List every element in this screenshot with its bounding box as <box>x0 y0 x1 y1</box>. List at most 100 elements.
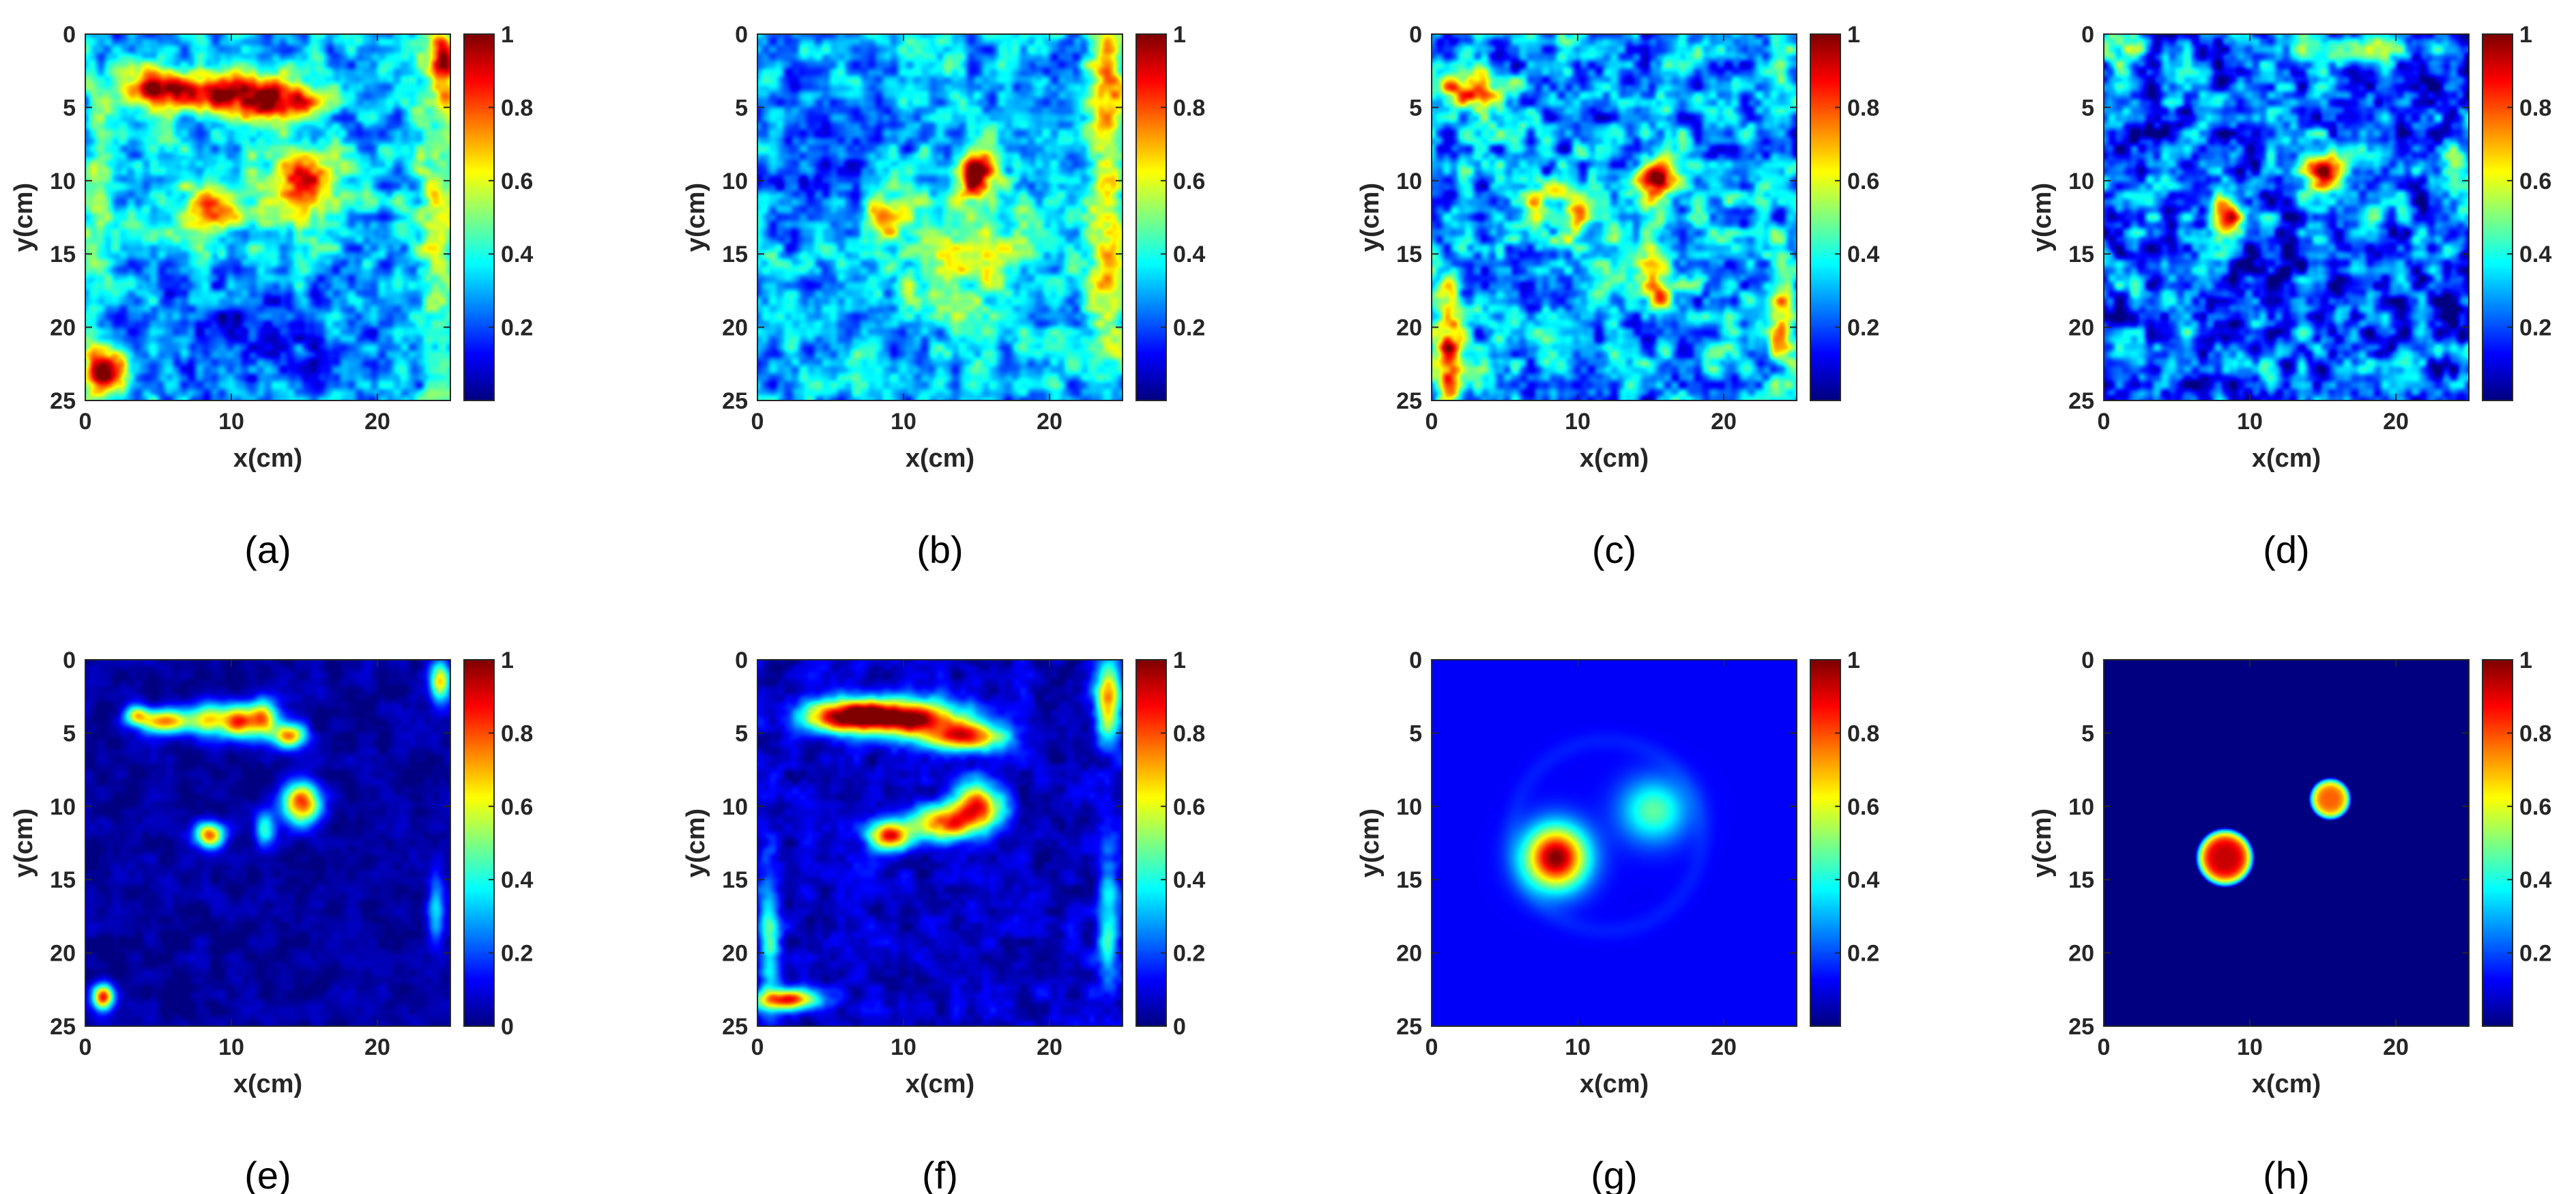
y-tick-label: 15 <box>50 242 76 267</box>
heatmap-image <box>1432 34 1797 401</box>
y-tick-label: 25 <box>1396 388 1422 414</box>
colorbar-tick-label: 0 <box>501 1014 514 1040</box>
y-axis-label: y(cm) <box>10 809 38 877</box>
y-tick-label: 20 <box>722 315 748 341</box>
colorbar-tick-label: 0.2 <box>501 941 533 967</box>
y-tick-label: 15 <box>722 867 748 893</box>
colorbar-tick-label: 1 <box>1173 647 1186 673</box>
y-tick-label: 10 <box>722 169 748 194</box>
panel-d: 0 10 20 0 5 10 15 20 25 x(cm) y(cm) 0.2 0.4 0.6 0.8 1 (d… <box>2028 22 2551 571</box>
colorbar-tick-label: 0.8 <box>1847 720 1879 746</box>
colorbar-tick-label: 0.4 <box>501 867 533 893</box>
y-tick-label: 20 <box>50 941 76 967</box>
y-axis-label: y(cm) <box>10 183 38 252</box>
colorbar-tick-label: 0 <box>1173 1014 1186 1040</box>
x-tick-label: 10 <box>891 409 916 435</box>
x-tick-label: 20 <box>364 1034 390 1060</box>
y-tick-label: 20 <box>2068 941 2094 967</box>
colorbar-tick-label: 0.4 <box>1173 242 1205 267</box>
x-tick-label: 10 <box>2237 1034 2263 1060</box>
plot-frame <box>1431 33 1797 401</box>
colorbar-tick-label: 1 <box>2519 647 2532 673</box>
y-axis-label: y(cm) <box>682 809 710 877</box>
colorbar-tick-label: 1 <box>1847 22 1860 48</box>
x-axis-label: x(cm) <box>906 1070 974 1098</box>
y-tick-label: 0 <box>1409 647 1422 673</box>
colorbar-frame <box>463 659 495 1027</box>
colorbar-frame <box>463 33 495 401</box>
colorbar-tick-label: 1 <box>501 647 514 673</box>
colorbar-frame <box>1135 33 1167 401</box>
colorbar-tick-label: 0.2 <box>1847 941 1879 967</box>
colorbar-tick-label: 0.8 <box>2519 720 2551 746</box>
colorbar-frame <box>1135 659 1167 1027</box>
y-tick-label: 5 <box>63 95 76 121</box>
x-axis-label: x(cm) <box>233 1070 302 1098</box>
colorbar-tick-label: 0.8 <box>2519 95 2551 121</box>
colorbar-tick-label: 0.2 <box>2519 315 2551 341</box>
colorbar <box>464 660 494 1026</box>
heatmap-image <box>85 34 450 401</box>
y-tick-label: 0 <box>63 647 76 673</box>
panel-caption: (h) <box>2263 1154 2309 1194</box>
y-tick-label: 15 <box>722 242 748 267</box>
y-tick-label: 0 <box>63 22 76 48</box>
x-axis-label: x(cm) <box>1580 444 1649 473</box>
x-tick-label: 0 <box>2098 409 2111 435</box>
colorbar-tick-label: 0.2 <box>1173 315 1205 341</box>
x-tick-label: 10 <box>1565 1034 1591 1060</box>
plot-frame <box>757 659 1123 1027</box>
y-tick-label: 10 <box>50 169 76 194</box>
y-tick-label: 15 <box>50 867 76 893</box>
y-tick-label: 10 <box>1396 169 1422 194</box>
colorbar-frame <box>2482 659 2513 1027</box>
colorbar-tick-label: 0.8 <box>1847 95 1879 121</box>
y-tick-label: 5 <box>735 95 748 121</box>
x-tick-label: 0 <box>751 409 764 435</box>
colorbar-tick-label: 0.2 <box>501 315 533 341</box>
colorbar-tick-label: 0.4 <box>2519 867 2551 893</box>
colorbar-tick-label: 0.6 <box>1173 169 1205 194</box>
y-axis-label: y(cm) <box>2028 809 2057 877</box>
y-tick-label: 20 <box>722 941 748 967</box>
colorbar-tick-label: 0.4 <box>2519 242 2551 267</box>
plot-frame <box>757 33 1123 401</box>
heatmap-image <box>757 34 1123 401</box>
colorbar-tick-label: 0.6 <box>1847 169 1879 194</box>
x-axis-label: x(cm) <box>1580 1070 1649 1098</box>
panel-e: 0 10 20 0 5 10 15 20 25 x(cm) y(cm) 0 0.2 0.4 0.6 0.8 1 (… <box>10 647 533 1194</box>
colorbar <box>2483 34 2513 401</box>
x-tick-label: 10 <box>2237 409 2263 435</box>
x-tick-label: 0 <box>79 1034 92 1060</box>
x-tick-label: 20 <box>1037 409 1062 435</box>
colorbar-tick-label: 0.6 <box>1173 794 1205 820</box>
x-tick-label: 20 <box>2383 1034 2409 1060</box>
y-tick-label: 10 <box>1396 794 1422 820</box>
y-tick-label: 0 <box>2081 647 2094 673</box>
colorbar-tick-label: 0.8 <box>501 95 533 121</box>
y-tick-label: 15 <box>2068 242 2094 267</box>
y-tick-label: 0 <box>735 647 748 673</box>
panel-b: 0 10 20 0 5 10 15 20 25 x(cm) y(cm) 0.2 0.4 0.6 0.8 1 (b… <box>682 22 1205 571</box>
colorbar <box>464 34 494 401</box>
y-tick-label: 25 <box>722 388 748 414</box>
colorbar-tick-label: 0.6 <box>1847 794 1879 820</box>
colorbar-frame <box>1810 33 1841 401</box>
colorbar-frame <box>1810 659 1841 1027</box>
x-tick-label: 10 <box>218 1034 244 1060</box>
colorbar-tick-label: 1 <box>1847 647 1860 673</box>
colorbar-tick-label: 0.4 <box>501 242 533 267</box>
colorbar <box>2483 660 2513 1026</box>
y-tick-label: 0 <box>735 22 748 48</box>
colorbar-tick-label: 0.6 <box>2519 794 2551 820</box>
x-tick-label: 10 <box>1565 409 1591 435</box>
panel-h: 0 10 20 0 5 10 15 20 25 x(cm) y(cm) 0.2 0.4 0.6 0.8 1 (h… <box>2028 647 2551 1194</box>
y-tick-label: 10 <box>722 794 748 820</box>
colorbar <box>1136 34 1166 401</box>
colorbar-tick-label: 0.6 <box>501 794 533 820</box>
y-tick-label: 15 <box>1396 242 1422 267</box>
y-tick-label: 10 <box>2068 169 2094 194</box>
colorbar-tick-label: 0.2 <box>1173 941 1205 967</box>
colorbar-tick-label: 0.8 <box>1173 95 1205 121</box>
y-tick-label: 0 <box>2081 22 2094 48</box>
